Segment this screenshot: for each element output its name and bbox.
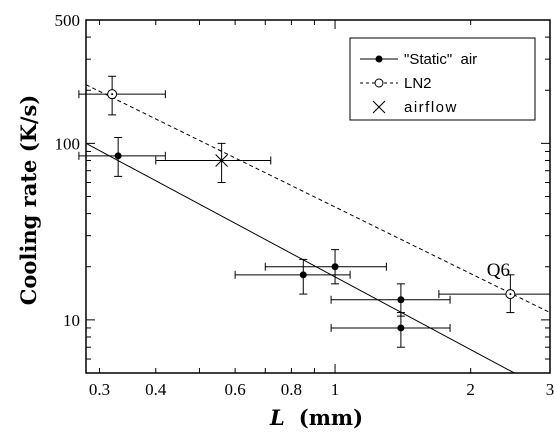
data-point-ln2-center: [509, 293, 512, 296]
legend-label-static-air: "Static" air: [404, 51, 477, 68]
x-tick-label: 3: [546, 380, 554, 399]
data-point-static-air: [397, 324, 405, 332]
data-point-airflow: [215, 154, 228, 167]
x-tick-label: 1: [331, 380, 340, 399]
legend-marker-static-air: [375, 55, 383, 63]
y-tick-label: 500: [55, 11, 81, 30]
legend-marker-airflow: [372, 100, 386, 114]
plot-frame: [85, 19, 551, 374]
legend: "Static" air LN2 airflow: [349, 37, 536, 121]
x-tick-label: 0.6: [224, 380, 245, 399]
data-point-static-air: [114, 152, 122, 160]
data-point-ln2-center: [111, 93, 114, 96]
data-point-static-air: [397, 296, 405, 304]
y-axis-title: Cooling rate (K/s): [16, 95, 41, 306]
y-tick-label: 10: [63, 311, 80, 330]
x-tick-label: 0.3: [89, 380, 110, 399]
y-tick-label: 100: [55, 134, 81, 153]
data-point-static-air: [299, 271, 307, 279]
axis-ticks: [86, 19, 551, 374]
legend-label-ln2: LN2: [404, 75, 432, 92]
x-tick-label: 2: [466, 380, 475, 399]
x-tick-label: 0.4: [145, 380, 167, 399]
annotation-label: Q6: [487, 260, 510, 281]
x-axis-title: L (mm): [269, 405, 363, 430]
fit-lines: [85, 84, 551, 374]
annotations: Q6: [487, 260, 510, 281]
x-tick-label: 0.8: [281, 380, 302, 399]
data-point-static-air: [331, 263, 339, 271]
x-axis-unit: (mm): [299, 405, 363, 430]
x-axis-symbol: L: [269, 405, 285, 430]
tick-labels: 0.3 0.4 0.6 0.8 1 2 3 10 100 500: [55, 11, 554, 399]
legend-label-airflow: airflow: [404, 99, 458, 116]
data-markers: [107, 89, 516, 332]
legend-marker-ln2: [374, 78, 384, 88]
fit-line-series-0: [85, 142, 515, 374]
fit-line-series-1: [85, 84, 551, 314]
